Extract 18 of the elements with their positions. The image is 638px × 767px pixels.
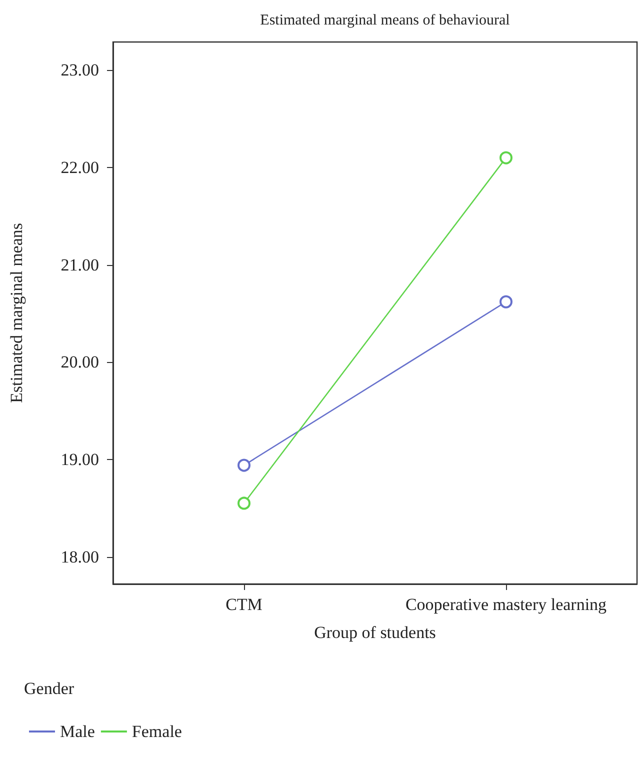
point [500,151,512,164]
point [238,458,250,472]
point [238,496,250,510]
y-tick-label: 19.00 [60,450,99,469]
legend-label: Male [60,722,95,741]
y-tick-label: 22.00 [60,158,99,178]
point [500,295,512,308]
legend-title: Gender [24,679,74,698]
legend-label: Female [132,722,182,741]
y-tick-label: 18.00 [60,547,99,566]
y-axis-title: Estimated marginal means [7,222,26,404]
y-tick-label: 23.00 [60,60,99,80]
y-tick-label: 20.00 [60,352,99,372]
x-tick-label: CTM [226,595,262,614]
chart-title: Estimated marginal means of behavioural [260,12,510,28]
y-tick-label: 21.00 [60,255,99,274]
x-axis-title: Group of students [314,623,436,642]
x-tick-label: Cooperative mastery learning [405,595,608,614]
